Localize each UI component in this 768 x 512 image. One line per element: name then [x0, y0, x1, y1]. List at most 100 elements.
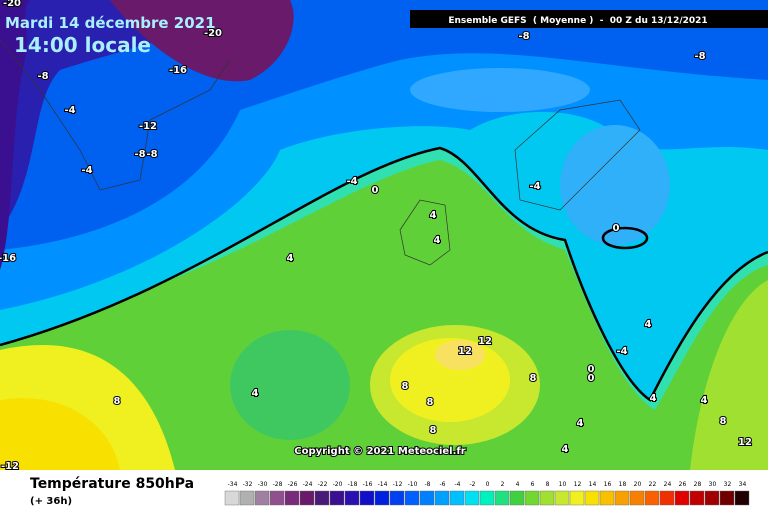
legend-label: -18	[348, 481, 358, 488]
contour-label: 0	[588, 373, 595, 384]
legend-label: -12	[393, 481, 403, 488]
legend-swatch	[419, 490, 435, 506]
contour-label: 8	[114, 396, 121, 407]
legend-swatch	[494, 490, 510, 506]
contour-label: 12	[738, 437, 752, 448]
legend-label: 10	[559, 481, 567, 488]
legend-label: -2	[470, 481, 476, 488]
legend-swatch	[479, 490, 495, 506]
legend-label: 6	[531, 481, 535, 488]
legend-swatch	[659, 490, 675, 506]
lead-label: (+ 36h)	[30, 496, 72, 507]
legend-label: -4	[455, 481, 461, 488]
legend-label: 22	[649, 481, 657, 488]
contour-label: 8	[402, 381, 409, 392]
legend-label: -10	[408, 481, 418, 488]
legend-swatch	[464, 490, 480, 506]
contour-label: 4	[434, 235, 441, 246]
legend-swatch	[449, 490, 465, 506]
legend-swatch	[284, 490, 300, 506]
legend-swatch	[719, 490, 735, 506]
legend-swatch	[359, 490, 375, 506]
legend-label: 12	[574, 481, 582, 488]
contour-label: 0	[588, 364, 595, 375]
legend-swatch	[314, 490, 330, 506]
legend-label: 26	[679, 481, 687, 488]
contour-label: -20	[204, 28, 222, 39]
legend-label: -16	[363, 481, 373, 488]
legend-swatch	[269, 490, 285, 506]
contour-label: 4	[252, 388, 259, 399]
contour-label: 12	[458, 346, 472, 357]
legend-label: -24	[303, 481, 313, 488]
contour-label: -8	[518, 31, 529, 42]
legend-swatch	[329, 490, 345, 506]
legend-swatch	[689, 490, 705, 506]
legend-swatch	[554, 490, 570, 506]
contour-label: 4	[577, 418, 584, 429]
contour-label: -4	[64, 105, 75, 116]
legend-label: -14	[378, 481, 388, 488]
legend-label: -32	[243, 481, 253, 488]
legend-label: 14	[589, 481, 597, 488]
date-title: Mardi 14 décembre 2021	[5, 14, 216, 32]
legend-label: 4	[516, 481, 520, 488]
legend-swatch	[599, 490, 615, 506]
legend-label: 24	[664, 481, 672, 488]
run-box	[410, 10, 768, 28]
legend-label: -30	[258, 481, 268, 488]
legend-label: 0	[486, 481, 490, 488]
legend-swatch	[644, 490, 660, 506]
legend-swatch	[734, 490, 750, 506]
contour-label: -16	[0, 253, 16, 264]
legend-swatch	[584, 490, 600, 506]
legend-label: -22	[318, 481, 328, 488]
contour-label: 0	[613, 223, 620, 234]
contour-label: -8	[146, 149, 157, 160]
variable-label: Température 850hPa	[30, 476, 194, 492]
contour-label: 8	[530, 373, 537, 384]
contour-label: -4	[616, 346, 627, 357]
legend-label: 30	[709, 481, 717, 488]
legend-swatch	[299, 490, 315, 506]
contour-label: 4	[562, 444, 569, 455]
contour-label: 4	[650, 393, 657, 404]
legend-swatch	[389, 490, 405, 506]
legend-label: -20	[333, 481, 343, 488]
contour-label: 4	[645, 319, 652, 330]
legend-swatch	[239, 490, 255, 506]
contour-label: -12	[1, 461, 19, 472]
contour-label: -20	[3, 0, 21, 9]
contour-label: 4	[701, 395, 708, 406]
contour-label: 4	[430, 210, 437, 221]
legend-swatch	[704, 490, 720, 506]
contour-label: -12	[139, 121, 157, 132]
legend-label: 28	[694, 481, 702, 488]
legend-label: 8	[546, 481, 550, 488]
legend-swatch	[254, 490, 270, 506]
legend-swatch	[404, 490, 420, 506]
legend-swatch	[524, 490, 540, 506]
contour-label: -8	[134, 149, 145, 160]
legend-swatch	[374, 490, 390, 506]
contour-label: -4	[529, 181, 540, 192]
contour-label: -8	[37, 71, 48, 82]
contour-label: 4	[287, 253, 294, 264]
contour-label: 8	[427, 397, 434, 408]
contour-label: 12	[478, 336, 492, 347]
legend-label: -28	[273, 481, 283, 488]
legend-swatch	[614, 490, 630, 506]
legend-label: 20	[634, 481, 642, 488]
contour-label: -4	[346, 176, 357, 187]
time-title: 14:00 locale	[14, 33, 151, 57]
legend-swatch	[434, 490, 450, 506]
contour-label: -8	[694, 51, 705, 62]
legend-label: 32	[724, 481, 732, 488]
legend-swatch	[344, 490, 360, 506]
legend-swatch	[674, 490, 690, 506]
legend-label: -6	[440, 481, 446, 488]
contour-label: -4	[81, 165, 92, 176]
run-info: Ensemble GEFS ( Moyenne ) - 00 Z du 13/1…	[448, 16, 707, 26]
legend-label: -8	[425, 481, 431, 488]
